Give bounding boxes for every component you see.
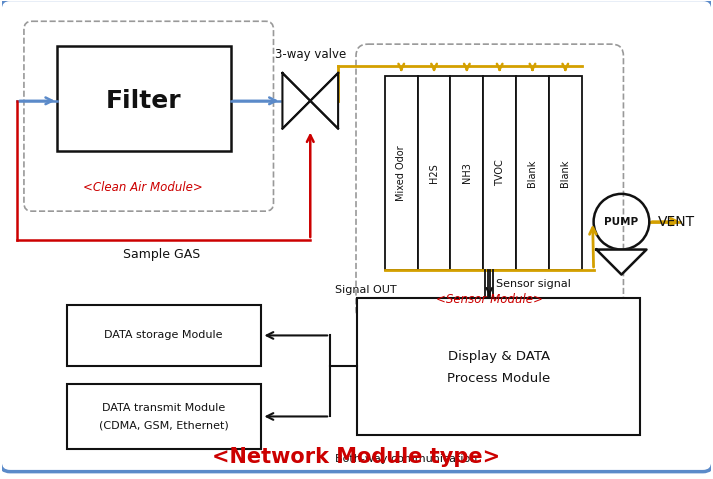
Text: Sensor signal: Sensor signal — [496, 279, 571, 289]
Polygon shape — [310, 73, 338, 129]
Text: DATA storage Module: DATA storage Module — [104, 331, 223, 341]
Text: (CDMA, GSM, Ethernet): (CDMA, GSM, Ethernet) — [98, 421, 228, 431]
FancyBboxPatch shape — [356, 44, 623, 321]
Text: NH3: NH3 — [462, 162, 472, 183]
Text: Sample GAS: Sample GAS — [123, 248, 200, 261]
Bar — [67, 305, 260, 366]
Text: Filter: Filter — [106, 89, 181, 113]
Text: <Network Module type>: <Network Module type> — [212, 447, 500, 467]
Text: H2S: H2S — [429, 163, 439, 183]
Bar — [516, 76, 549, 270]
Text: TVOC: TVOC — [495, 160, 505, 186]
Text: 3-way valve: 3-way valve — [275, 48, 346, 61]
Bar — [57, 46, 231, 150]
Text: VENT: VENT — [658, 215, 695, 228]
Polygon shape — [282, 73, 310, 129]
Text: Process Module: Process Module — [447, 372, 550, 385]
Text: Blank: Blank — [560, 159, 570, 187]
Bar — [67, 384, 260, 449]
Bar — [549, 76, 582, 270]
Text: Signal OUT: Signal OUT — [335, 285, 396, 295]
Text: <Clean Air Module>: <Clean Air Module> — [83, 181, 203, 194]
Text: DATA transmit Module: DATA transmit Module — [102, 402, 225, 412]
Text: <Sensor Module>: <Sensor Module> — [436, 293, 543, 306]
Bar — [483, 76, 516, 270]
Bar — [418, 76, 451, 270]
Text: Blank: Blank — [528, 159, 538, 187]
FancyBboxPatch shape — [24, 21, 274, 211]
Text: Both-way communication: Both-way communication — [335, 454, 478, 464]
Text: Mixed Odor: Mixed Odor — [396, 145, 406, 201]
Bar — [357, 297, 640, 435]
Polygon shape — [596, 250, 647, 274]
Text: PUMP: PUMP — [605, 217, 639, 227]
Text: Display & DATA: Display & DATA — [448, 350, 550, 363]
Bar — [451, 76, 483, 270]
Bar — [385, 76, 418, 270]
